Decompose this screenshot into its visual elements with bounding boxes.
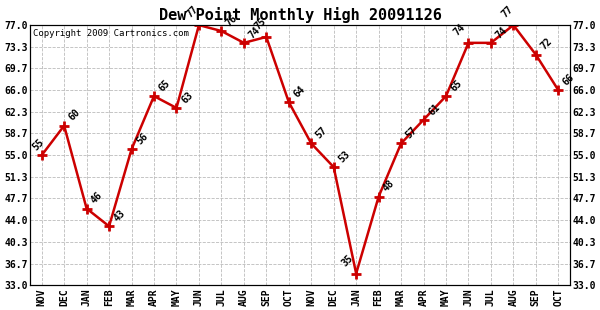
Text: 66: 66 (561, 72, 577, 87)
Text: 57: 57 (314, 125, 329, 141)
Text: 77: 77 (500, 4, 515, 20)
Text: 53: 53 (337, 149, 352, 164)
Text: Copyright 2009 Cartronics.com: Copyright 2009 Cartronics.com (33, 29, 189, 38)
Text: 43: 43 (112, 208, 127, 224)
Text: 61: 61 (427, 102, 442, 117)
Text: 72: 72 (539, 37, 554, 52)
Text: 74: 74 (452, 22, 467, 37)
Text: 74: 74 (247, 25, 262, 40)
Text: 55: 55 (31, 137, 46, 153)
Text: 46: 46 (89, 190, 105, 206)
Text: 76: 76 (224, 13, 239, 28)
Text: 65: 65 (157, 78, 172, 93)
Text: 63: 63 (179, 90, 194, 105)
Text: 56: 56 (134, 131, 149, 147)
Text: 77: 77 (185, 4, 200, 20)
Text: 35: 35 (340, 253, 355, 268)
Title: Dew Point Monthly High 20091126: Dew Point Monthly High 20091126 (158, 7, 442, 23)
Text: 60: 60 (67, 108, 82, 123)
Text: 75: 75 (253, 16, 268, 31)
Text: 48: 48 (382, 179, 397, 194)
Text: 74: 74 (494, 25, 509, 40)
Text: 65: 65 (449, 78, 464, 93)
Text: 64: 64 (292, 84, 307, 99)
Text: 57: 57 (404, 125, 419, 141)
